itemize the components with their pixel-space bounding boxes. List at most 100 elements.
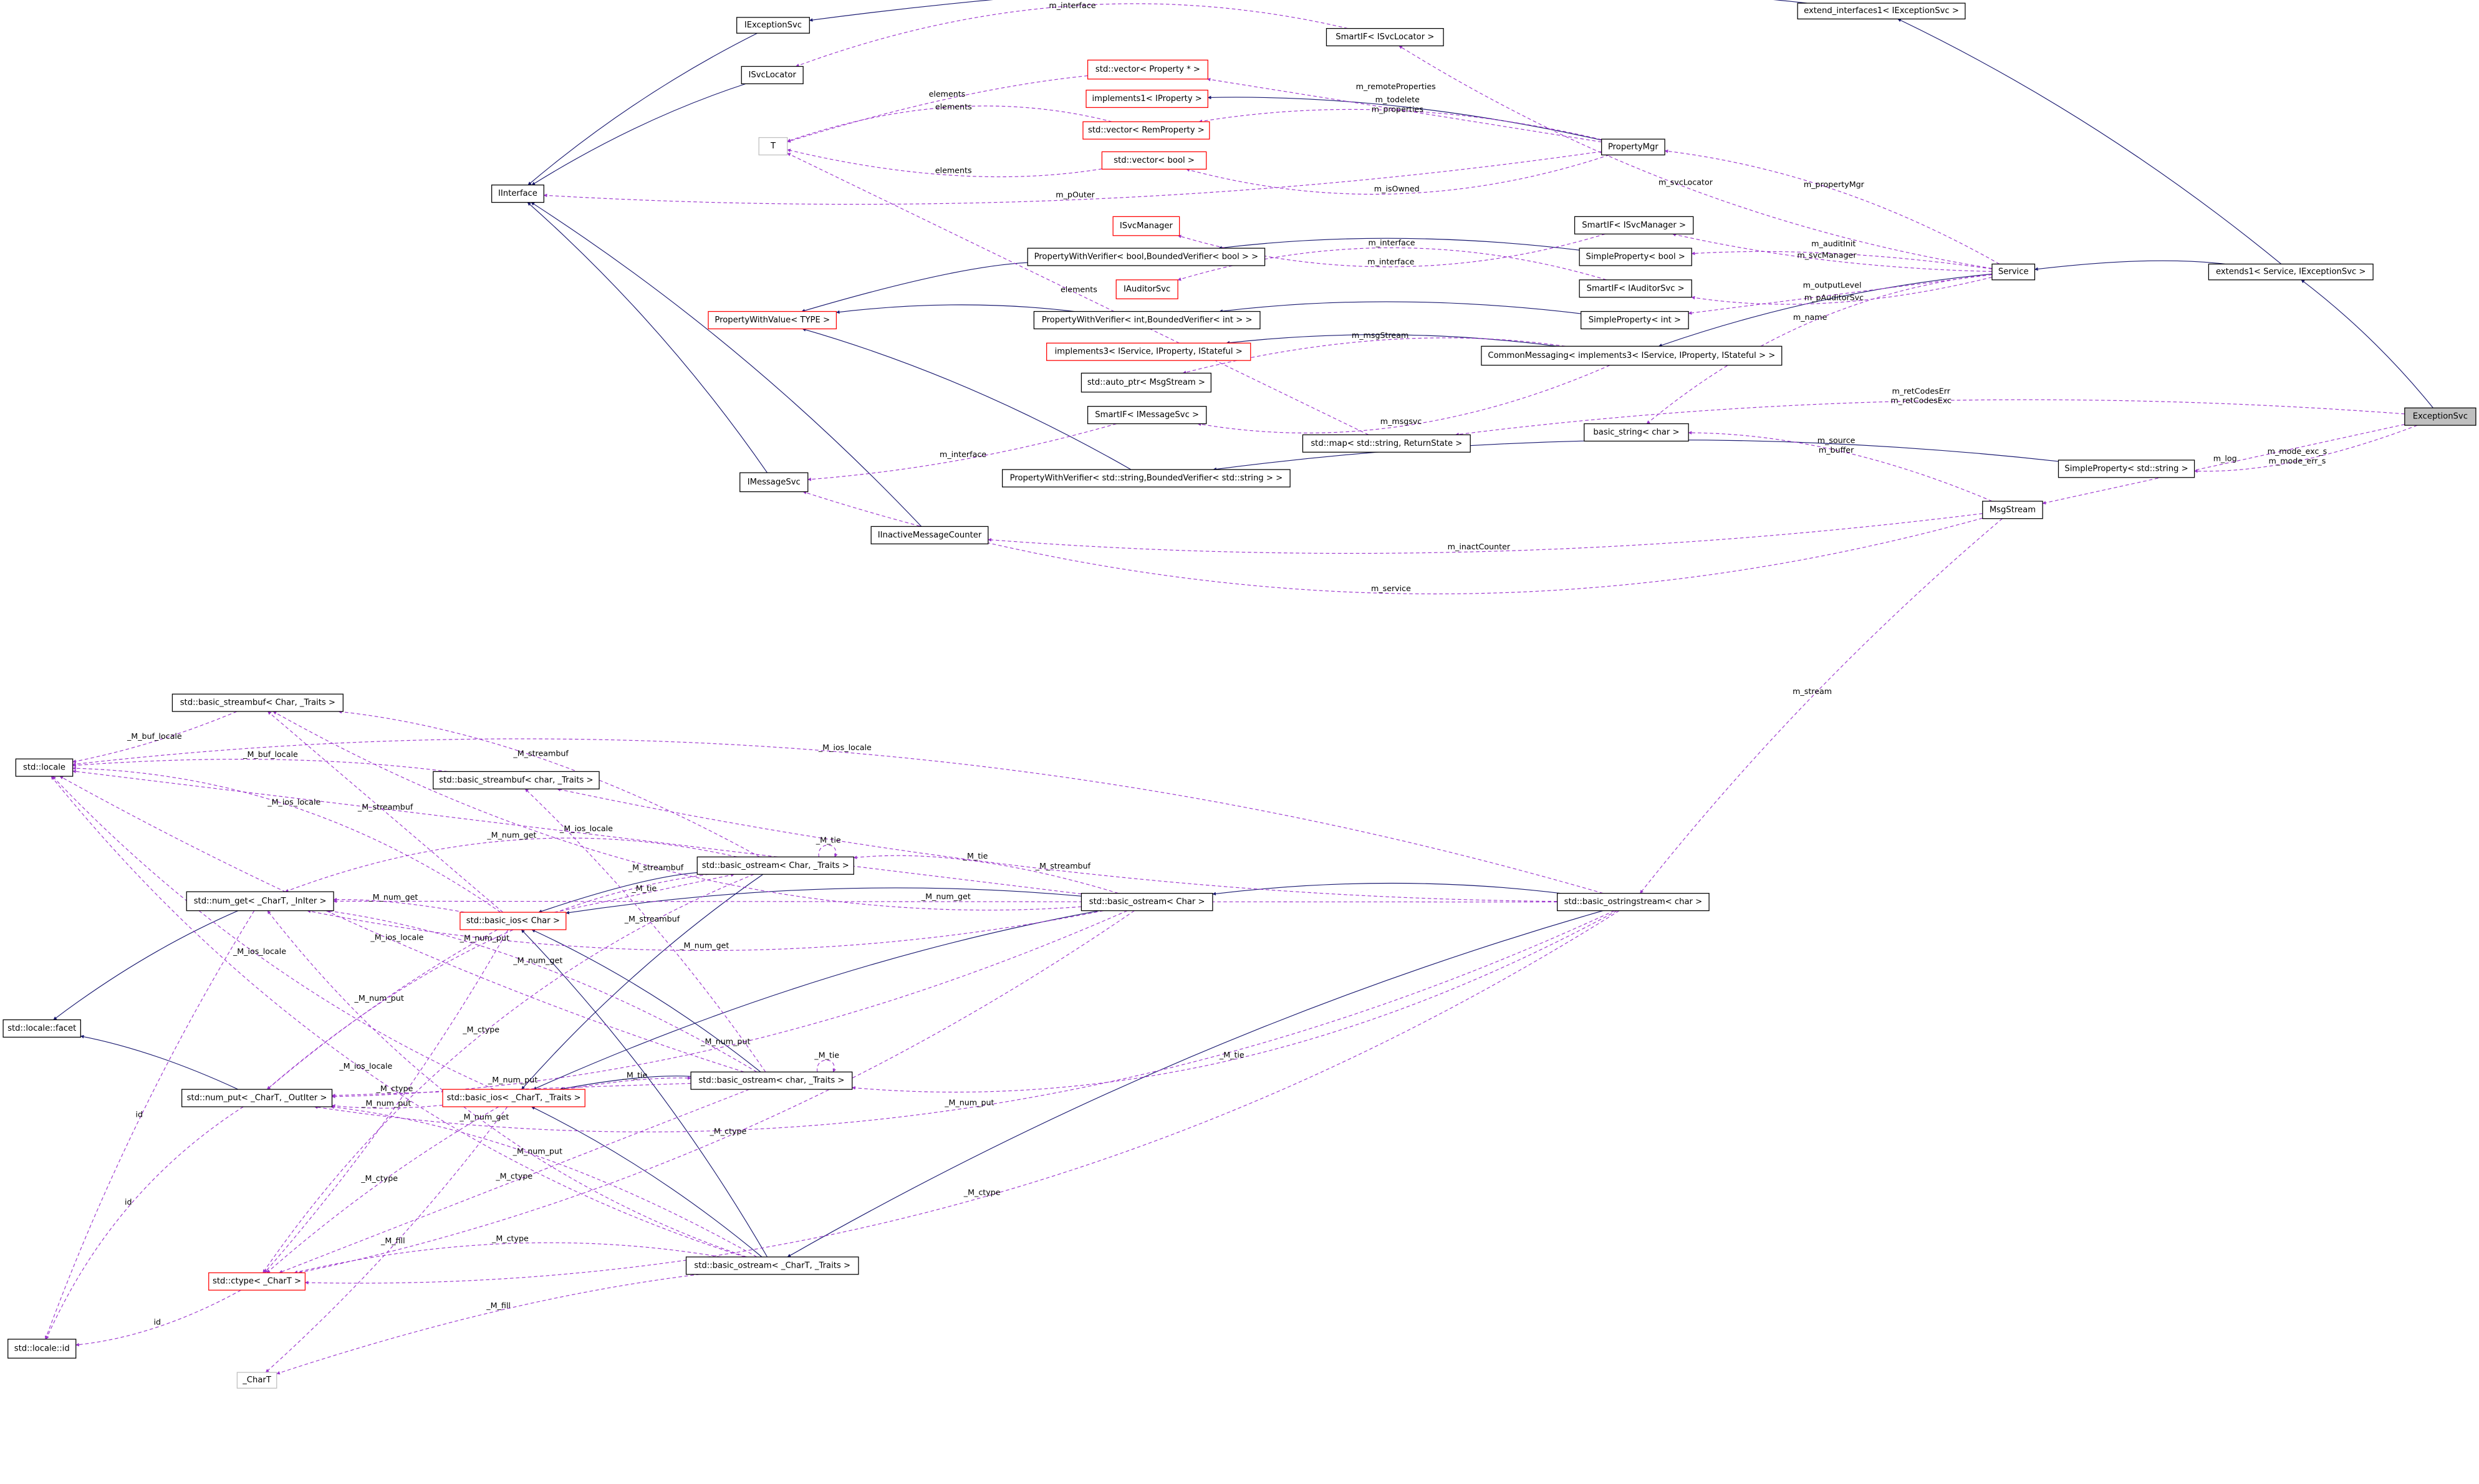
usage-edge	[330, 1105, 758, 1258]
class-node-locale[interactable]: std::locale	[15, 758, 74, 777]
class-node-num-put[interactable]: std::num_put< _CharT, _OutIter >	[181, 1089, 333, 1107]
class-node-smartif-isvclocator[interactable]: SmartIF< ISvcLocator >	[1326, 28, 1444, 47]
class-node-locale-id[interactable]: std::locale::id	[7, 1339, 77, 1359]
class-node-isvclocator[interactable]: ISvcLocator	[741, 65, 804, 85]
class-node-basic-ios-chart[interactable]: std::basic_ios< _CharT, _Traits >	[442, 1089, 585, 1107]
class-node-propertymgr[interactable]: PropertyMgr	[1601, 138, 1665, 156]
class-node-smartif-isvcmanager[interactable]: SmartIF< ISvcManager >	[1574, 216, 1694, 234]
class-node-ostream-char-traits[interactable]: std::basic_ostream< char, _Traits >	[690, 1071, 853, 1090]
class-node-t[interactable]: T	[758, 137, 788, 156]
class-node-auto-ptr[interactable]: std::auto_ptr< MsgStream >	[1081, 372, 1211, 393]
class-node-vec-remproperty[interactable]: std::vector< RemProperty >	[1082, 121, 1210, 140]
class-node-iauditorsvc[interactable]: IAuditorSvc	[1115, 279, 1178, 299]
edge-label: m_name	[1793, 312, 1827, 322]
class-node-exceptionsvc[interactable]: ExceptionSvc	[2404, 407, 2477, 426]
edge-label-line: m_remoteProperties	[1356, 82, 1436, 91]
class-node-ctype[interactable]: std::ctype< _CharT >	[208, 1272, 306, 1291]
usage-edge	[787, 153, 1369, 435]
edge-label: m_propertyMgr	[1804, 180, 1865, 189]
node-box	[1085, 89, 1208, 108]
edge-label-line: _M_buf_locale	[243, 749, 298, 759]
node-label: SmartIF< IMessageSvc >	[1095, 410, 1199, 420]
edge-label: _M_streambuf	[1035, 861, 1091, 870]
nodes-layer: IExceptionSvc ISvcLocator T IInterface Smart…	[2, 2, 2477, 1389]
class-node-chart[interactable]: _CharT	[236, 1372, 277, 1389]
node-box	[1982, 501, 2043, 519]
class-node-pwv-string[interactable]: PropertyWithVerifier< std::string,Bounde…	[1002, 469, 1291, 488]
class-node-propertywithvalue[interactable]: PropertyWithValue< TYPE >	[708, 311, 837, 330]
class-node-extend-interfaces1[interactable]: extend_interfaces1< IExceptionSvc >	[1797, 2, 1966, 20]
edge-label: m_interface	[940, 450, 986, 459]
class-node-pwv-bool[interactable]: PropertyWithVerifier< bool,BoundedVerifi…	[1027, 248, 1266, 266]
usage-edge	[264, 929, 509, 1273]
class-node-facet[interactable]: std::locale::facet	[2, 1019, 81, 1038]
class-node-ostream-chart-traits[interactable]: std::basic_ostream< _CharT, _Traits >	[685, 1256, 859, 1275]
class-node-ostream-char[interactable]: std::basic_ostream< Char >	[1081, 893, 1213, 912]
edge-label: _M_num_put	[700, 1036, 750, 1046]
class-node-iexceptionsvc[interactable]: IExceptionSvc	[736, 17, 810, 34]
class-node-implements3[interactable]: implements3< IService, IProperty, IState…	[1046, 342, 1251, 361]
edge-label-line: _M_ios_locale	[559, 824, 613, 833]
node-box	[739, 472, 809, 493]
edge-label: m_auditInit	[1811, 239, 1856, 248]
class-node-sp-string[interactable]: SimpleProperty< std::string >	[2058, 460, 2195, 478]
class-node-map-returnstate[interactable]: std::map< std::string, ReturnState >	[1302, 434, 1471, 453]
class-node-smartif-imessagesvc[interactable]: SmartIF< IMessageSvc >	[1087, 406, 1207, 425]
edge-label-line: elements	[935, 165, 972, 175]
class-node-extends1[interactable]: extends1< Service, IExceptionSvc >	[2208, 263, 2374, 281]
class-node-sp-int[interactable]: SimpleProperty< int >	[1581, 311, 1689, 330]
inheritance-edge	[787, 910, 1604, 1258]
class-node-isvcmanager[interactable]: ISvcManager	[1112, 216, 1180, 236]
class-node-streambuf-char[interactable]: std::basic_streambuf< Char, _Traits >	[171, 693, 344, 712]
usage-edge	[272, 711, 1082, 911]
class-node-implements1[interactable]: implements1< IProperty >	[1085, 89, 1208, 108]
usage-edge	[1177, 233, 1605, 267]
edge-label-line: m_name	[1793, 312, 1827, 322]
inheritance-edge	[1226, 334, 1558, 347]
edge-label: m_service	[1371, 584, 1411, 593]
edge-label: _M_num_get	[679, 941, 729, 950]
class-node-imessagesvc[interactable]: IMessageSvc	[739, 472, 809, 493]
node-box	[1002, 469, 1291, 488]
class-node-msgstream[interactable]: MsgStream	[1982, 501, 2043, 519]
class-node-pwv-int[interactable]: PropertyWithVerifier< int,BoundedVerifie…	[1033, 311, 1261, 330]
usage-edge	[72, 738, 1604, 894]
edge-label-line: _M_num_get	[486, 831, 536, 840]
class-node-smartif-iauditorsvc[interactable]: SmartIF< IAuditorSvc >	[1579, 279, 1692, 298]
edge-label: elements	[929, 89, 966, 99]
class-node-num-get[interactable]: std::num_get< _CharT, _InIter >	[186, 891, 334, 912]
edge-label-line: _M_num_get	[368, 892, 418, 902]
class-node-basic-string[interactable]: basic_string< char >	[1584, 423, 1689, 442]
edge-label: id	[125, 1197, 132, 1207]
usage-edge	[338, 710, 760, 857]
usage-edge	[1186, 154, 1610, 195]
edge-label: _M_num_get	[486, 831, 536, 840]
node-box	[1027, 248, 1266, 266]
class-node-iinterface[interactable]: IInterface	[491, 185, 544, 203]
class-node-ostringstream[interactable]: std::basic_ostringstream< char >	[1557, 893, 1710, 912]
node-label: IInterface	[498, 189, 537, 198]
class-node-vec-property[interactable]: std::vector< Property * >	[1087, 59, 1208, 80]
class-node-iinactivemessagecounter[interactable]: IInactiveMessageCounter	[870, 526, 989, 544]
edge-label: _M_num_put	[361, 1098, 411, 1107]
inheritance-edge	[521, 874, 764, 1090]
usage-edge	[298, 910, 1135, 1274]
edge-label-line: _M_fill	[380, 1236, 405, 1245]
edge-label: _M_num_put	[354, 993, 404, 1003]
class-node-sp-bool[interactable]: SimpleProperty< bool >	[1579, 248, 1692, 266]
edge-label: _M_num_get	[459, 1112, 509, 1122]
class-node-service[interactable]: Service	[1991, 263, 2036, 281]
class-node-basic-ios-char[interactable]: std::basic_ios< Char >	[460, 912, 567, 930]
node-box	[870, 526, 989, 544]
node-box	[758, 137, 788, 156]
class-node-streambuf-char[interactable]: std::basic_streambuf< char, _Traits >	[433, 771, 600, 789]
edge-label-line: _M_num_put	[460, 933, 509, 942]
class-node-vec-bool[interactable]: std::vector< bool >	[1101, 151, 1207, 170]
node-label: SimpleProperty< int >	[1589, 316, 1681, 325]
class-node-commonmessaging[interactable]: CommonMessaging< implements3< IService, …	[1481, 345, 1783, 366]
class-node-ostream-char-traits[interactable]: std::basic_ostream< Char, _Traits >	[696, 856, 854, 875]
usage-edge	[327, 909, 758, 1072]
node-label: basic_string< char >	[1593, 428, 1679, 437]
edge-label-line: _M_ios_locale	[339, 1061, 392, 1071]
edge-label-line: _M_ctype	[462, 1025, 499, 1034]
